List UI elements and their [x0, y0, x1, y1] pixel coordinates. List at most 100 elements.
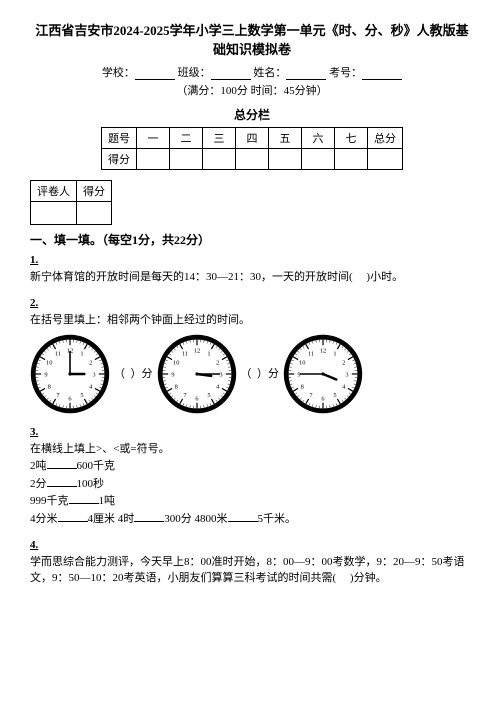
cell: 七 — [335, 128, 368, 149]
cell[interactable] — [335, 149, 368, 170]
q2-text: 在括号里填上：相邻两个钟面上经过的时间。 — [30, 314, 250, 326]
svg-text:3: 3 — [345, 371, 348, 378]
svg-text:2: 2 — [342, 359, 345, 366]
svg-text:2: 2 — [216, 359, 219, 366]
examno-label: 考号： — [329, 67, 362, 79]
svg-text:8: 8 — [174, 383, 177, 390]
paren-open: （ — [241, 368, 252, 380]
cell: 一 — [137, 128, 170, 149]
q1-num: 1. — [30, 252, 474, 269]
gap-2: （ ）分 — [241, 366, 280, 383]
table-row: 题号 一 二 三 四 五 六 七 总分 — [102, 128, 403, 149]
grader-label: 评卷人 — [31, 181, 77, 202]
blank[interactable] — [69, 492, 99, 504]
cell: 六 — [302, 128, 335, 149]
svg-text:2: 2 — [89, 359, 92, 366]
cell: 得分 — [102, 149, 137, 170]
clock-2: 123456789101112 — [157, 334, 237, 414]
svg-text:11: 11 — [55, 351, 61, 358]
svg-text:5: 5 — [80, 392, 83, 399]
svg-text:5: 5 — [207, 392, 210, 399]
school-label: 学校： — [102, 67, 135, 79]
svg-text:6: 6 — [195, 395, 198, 402]
blank[interactable] — [134, 510, 164, 522]
q3-l3b: 1吨 — [99, 495, 116, 507]
question-2: 2. 在括号里填上：相邻两个钟面上经过的时间。 123456789101112 … — [30, 295, 474, 414]
svg-text:10: 10 — [299, 359, 305, 366]
svg-text:10: 10 — [46, 359, 52, 366]
svg-text:1: 1 — [207, 351, 210, 358]
svg-text:6: 6 — [68, 395, 71, 402]
q3-lead: 在横线上填上>、<或=符号。 — [30, 443, 170, 455]
score-table: 题号 一 二 三 四 五 六 七 总分 得分 — [101, 127, 403, 170]
grader-table: 评卷人 得分 — [30, 180, 112, 225]
svg-text:8: 8 — [48, 383, 51, 390]
svg-text:12: 12 — [320, 347, 326, 354]
blank[interactable] — [58, 510, 88, 522]
q3-l4c: 300分 4800米 — [164, 513, 227, 525]
svg-text:9: 9 — [44, 371, 47, 378]
cell: 五 — [269, 128, 302, 149]
score-blank[interactable] — [77, 202, 112, 225]
svg-text:1: 1 — [80, 351, 83, 358]
cell[interactable] — [203, 149, 236, 170]
name-label: 姓名： — [253, 67, 286, 79]
q2-num: 2. — [30, 295, 474, 312]
cell: 二 — [170, 128, 203, 149]
paren-open: （ — [114, 368, 125, 380]
blank[interactable] — [228, 510, 258, 522]
examno-blank[interactable] — [362, 67, 402, 80]
question-3: 3. 在横线上填上>、<或=符号。 2吨600千克 2分100秒 999千克1吨… — [30, 424, 474, 527]
cell[interactable] — [302, 149, 335, 170]
q3-l1b: 600千克 — [77, 460, 116, 472]
q3-l4a: 4分米 — [30, 513, 58, 525]
q3-l1a: 2吨 — [30, 460, 47, 472]
svg-text:3: 3 — [92, 371, 95, 378]
table-row: 得分 — [102, 149, 403, 170]
svg-text:10: 10 — [173, 359, 179, 366]
svg-text:1: 1 — [333, 351, 336, 358]
sub-info: （满分：100分 时间：45分钟） — [30, 82, 474, 98]
svg-text:5: 5 — [333, 392, 336, 399]
q3-l2b: 100秒 — [77, 478, 105, 490]
cell[interactable] — [368, 149, 403, 170]
svg-text:11: 11 — [308, 351, 314, 358]
score-label-cell: 得分 — [77, 181, 112, 202]
q1-text-b: )小时。 — [366, 271, 403, 283]
cell[interactable] — [269, 149, 302, 170]
svg-text:3: 3 — [219, 371, 222, 378]
class-blank[interactable] — [211, 67, 251, 80]
q4-text-a: 学而思综合能力测评，今天早上8：00准时开始，8：00—9：00考数学，9：20… — [30, 556, 465, 585]
cell[interactable] — [236, 149, 269, 170]
q3-l4d: 5千米。 — [258, 513, 297, 525]
clocks-row: 123456789101112 （ ）分 123456789101112 （ ）… — [30, 334, 474, 414]
gap-1: （ ）分 — [114, 366, 153, 383]
school-blank[interactable] — [135, 67, 175, 80]
svg-text:11: 11 — [181, 351, 187, 358]
q3-l4b: 4厘米 4时 — [88, 513, 135, 525]
page-title: 江西省吉安市2024-2025学年小学三上数学第一单元《时、分、秒》人教版基础知… — [30, 20, 474, 58]
q4-num: 4. — [30, 537, 474, 554]
cell: 题号 — [102, 128, 137, 149]
clock-1: 123456789101112 — [30, 334, 110, 414]
cell[interactable] — [170, 149, 203, 170]
q3-l3a: 999千克 — [30, 495, 69, 507]
class-label: 班级： — [178, 67, 211, 79]
cell: 四 — [236, 128, 269, 149]
name-blank[interactable] — [286, 67, 326, 80]
blank[interactable] — [47, 475, 77, 487]
info-line: 学校： 班级： 姓名： 考号： — [30, 64, 474, 80]
svg-text:9: 9 — [297, 371, 300, 378]
score-bar-label: 总分栏 — [30, 106, 474, 123]
q4-text-b: )分钟。 — [350, 572, 387, 584]
clock-3: 123456789101112 — [283, 334, 363, 414]
cell[interactable] — [137, 149, 170, 170]
q3-l2a: 2分 — [30, 478, 47, 490]
svg-text:8: 8 — [301, 383, 304, 390]
grader-blank[interactable] — [31, 202, 77, 225]
blank[interactable] — [47, 457, 77, 469]
paren-close: ）分 — [131, 368, 153, 380]
question-4: 4. 学而思综合能力测评，今天早上8：00准时开始，8：00—9：00考数学，9… — [30, 537, 474, 587]
svg-text:6: 6 — [321, 395, 324, 402]
svg-text:12: 12 — [193, 347, 199, 354]
